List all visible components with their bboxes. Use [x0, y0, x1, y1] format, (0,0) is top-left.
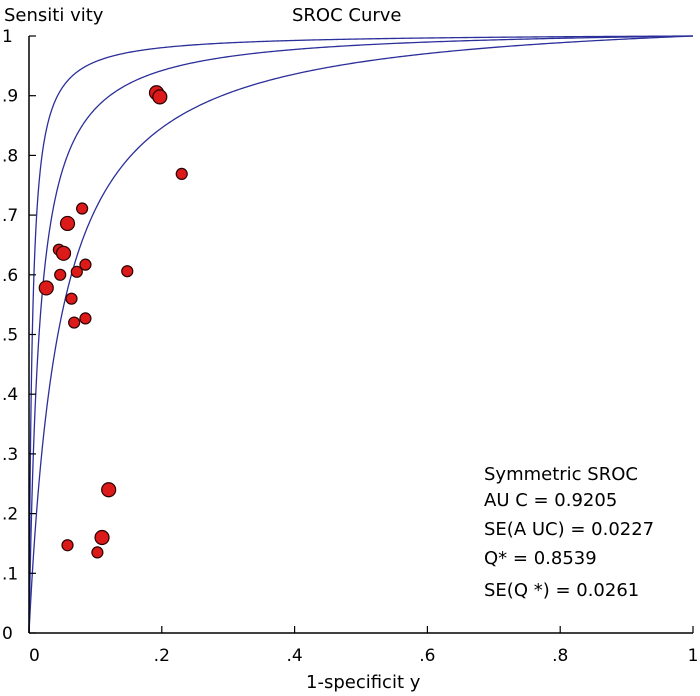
data-point — [70, 265, 83, 278]
x-ticks: 0 .2 .4 .6 .8 1 — [28, 626, 699, 666]
y-tick-label: 1 — [2, 27, 13, 47]
data-point — [68, 316, 81, 329]
data-point — [152, 89, 168, 105]
y-ticks: 0 .1 .2 .3 .4 .5 .6 .7 .8 .9 1 — [2, 27, 36, 644]
sroc-curve-2 — [28, 35, 694, 633]
y-tick-label: .2 — [2, 505, 18, 525]
annotation-line: Symmetric SROC — [484, 464, 638, 485]
chart-title: SROC Curve — [292, 5, 402, 26]
data-point — [175, 167, 188, 181]
sroc-curve-3 — [28, 35, 694, 634]
data-point — [79, 258, 92, 271]
annotation-line: SE(Q *) = 0.0261 — [484, 580, 639, 601]
x-tick-label: .6 — [419, 646, 435, 666]
y-tick-label: .9 — [2, 87, 18, 107]
x-axis-label: 1-specificit y — [306, 672, 421, 693]
annotation-line: Q* = 0.8539 — [484, 548, 597, 569]
x-tick-label: .2 — [154, 646, 170, 666]
annotation-line: SE(A UC) = 0.0227 — [484, 519, 654, 540]
data-point — [121, 265, 134, 278]
data-point — [91, 546, 104, 559]
data-point — [94, 529, 110, 546]
y-tick-label: .7 — [2, 206, 18, 226]
sroc-curves — [28, 35, 694, 634]
x-tick-label: .4 — [286, 646, 302, 666]
y-tick-label: .4 — [2, 385, 18, 405]
data-point — [54, 268, 67, 281]
data-point — [76, 202, 89, 215]
data-point — [101, 482, 117, 498]
y-axis-label: Sensiti vity — [4, 5, 104, 26]
y-tick-label: .1 — [2, 564, 18, 584]
data-point — [55, 245, 72, 261]
data-points — [38, 85, 188, 559]
y-tick-label: .8 — [2, 146, 18, 166]
x-tick-label: .8 — [552, 646, 568, 666]
axes — [28, 36, 693, 634]
y-tick-label: .3 — [2, 445, 18, 465]
data-point — [38, 280, 54, 296]
sroc-curve-1 — [28, 35, 694, 633]
data-point — [65, 292, 78, 305]
x-tick-label: 1 — [688, 646, 699, 666]
y-tick-label: .6 — [2, 266, 18, 286]
y-tick-label: 0 — [2, 624, 13, 644]
x-tick-label: 0 — [29, 646, 40, 666]
data-point — [79, 312, 92, 325]
data-point — [59, 215, 76, 232]
annotation-line: AU C = 0.9205 — [484, 490, 617, 511]
data-point — [61, 539, 74, 552]
y-tick-label: .5 — [2, 326, 18, 346]
annotation-block: Symmetric SROC AU C = 0.9205 SE(A UC) = … — [484, 464, 654, 601]
